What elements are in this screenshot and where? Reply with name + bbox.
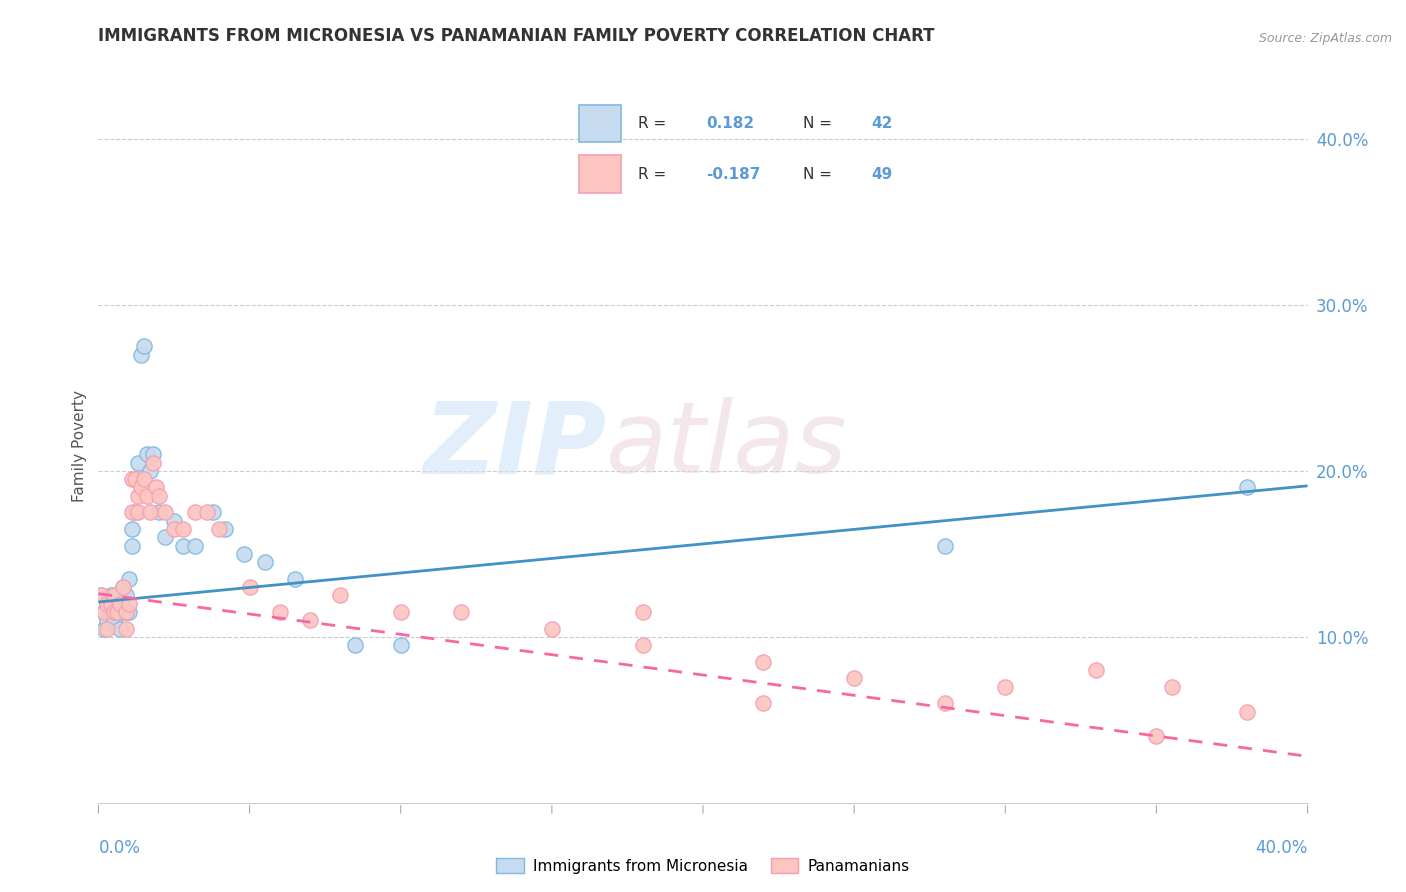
Point <box>127 505 149 519</box>
Point <box>103 613 125 627</box>
Point <box>121 522 143 536</box>
Point <box>111 580 134 594</box>
Point <box>100 605 122 619</box>
Point <box>111 605 134 619</box>
Point <box>148 505 170 519</box>
Point <box>139 505 162 519</box>
Point <box>540 622 562 636</box>
Point <box>202 505 225 519</box>
Point <box>253 555 276 569</box>
Point <box>103 605 125 619</box>
Point <box>1160 680 1182 694</box>
Point <box>284 572 307 586</box>
Point <box>184 505 207 519</box>
Point <box>105 605 128 619</box>
Point <box>127 489 149 503</box>
Point <box>114 622 136 636</box>
Point <box>163 514 186 528</box>
Point <box>239 580 262 594</box>
Point <box>1144 730 1167 744</box>
Point <box>114 605 136 619</box>
Y-axis label: Family Poverty: Family Poverty <box>72 390 87 502</box>
Point <box>127 456 149 470</box>
Text: 40.0%: 40.0% <box>1256 839 1308 857</box>
Point <box>90 588 112 602</box>
Point <box>172 522 194 536</box>
Point <box>96 597 118 611</box>
Point <box>269 605 291 619</box>
Point <box>108 622 131 636</box>
Point <box>299 613 322 627</box>
Point <box>1085 663 1108 677</box>
Point <box>752 655 775 669</box>
Text: 0.0%: 0.0% <box>98 839 141 857</box>
Point <box>934 696 956 710</box>
Point <box>121 505 143 519</box>
Point <box>103 588 125 602</box>
Point <box>153 530 176 544</box>
Text: Source: ZipAtlas.com: Source: ZipAtlas.com <box>1258 31 1392 45</box>
Point <box>153 505 176 519</box>
Point <box>105 605 128 619</box>
Point <box>108 597 131 611</box>
Point <box>184 539 207 553</box>
Point <box>631 605 654 619</box>
Point <box>129 348 152 362</box>
Point <box>145 481 167 495</box>
Point <box>139 464 162 478</box>
Text: ZIP: ZIP <box>423 398 606 494</box>
Point <box>103 597 125 611</box>
Point <box>132 339 155 353</box>
Point <box>329 588 352 602</box>
Point <box>132 472 155 486</box>
Point <box>100 588 122 602</box>
Point <box>934 539 956 553</box>
Point <box>135 489 157 503</box>
Point <box>214 522 236 536</box>
Text: atlas: atlas <box>606 398 848 494</box>
Point <box>114 588 136 602</box>
Point <box>93 605 115 619</box>
Point <box>121 539 143 553</box>
Point <box>1236 481 1258 495</box>
Point <box>121 472 143 486</box>
Point <box>232 547 254 561</box>
Point <box>994 680 1017 694</box>
Point <box>111 580 134 594</box>
Point <box>90 588 112 602</box>
Point <box>105 588 128 602</box>
Point <box>124 505 146 519</box>
Point <box>135 447 157 461</box>
Point <box>108 597 131 611</box>
Point <box>93 622 115 636</box>
Point <box>114 605 136 619</box>
Point <box>389 638 412 652</box>
Point <box>142 456 165 470</box>
Text: IMMIGRANTS FROM MICRONESIA VS PANAMANIAN FAMILY POVERTY CORRELATION CHART: IMMIGRANTS FROM MICRONESIA VS PANAMANIAN… <box>98 27 935 45</box>
Point <box>148 489 170 503</box>
Point <box>844 671 866 685</box>
Point <box>129 481 152 495</box>
Point <box>124 472 146 486</box>
Point <box>208 522 231 536</box>
Legend: Immigrants from Micronesia, Panamanians: Immigrants from Micronesia, Panamanians <box>491 852 915 880</box>
Point <box>96 613 118 627</box>
Point <box>172 539 194 553</box>
Point <box>96 622 118 636</box>
Point <box>100 597 122 611</box>
Point <box>142 447 165 461</box>
Point <box>195 505 218 519</box>
Point <box>93 605 115 619</box>
Point <box>118 572 141 586</box>
Point <box>96 597 118 611</box>
Point <box>344 638 367 652</box>
Point <box>1236 705 1258 719</box>
Point <box>450 605 472 619</box>
Point <box>118 605 141 619</box>
Point <box>752 696 775 710</box>
Point <box>389 605 412 619</box>
Point <box>631 638 654 652</box>
Point <box>163 522 186 536</box>
Point <box>118 597 141 611</box>
